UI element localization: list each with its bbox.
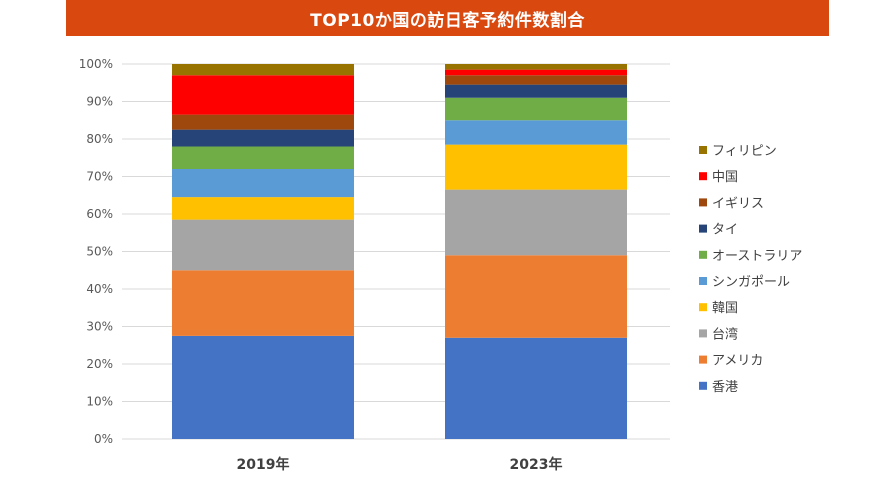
legend-swatch: [699, 329, 707, 338]
legend-swatch: [699, 198, 707, 207]
bar-segment: [172, 335, 354, 439]
bar-segment: [172, 64, 354, 76]
legend-label: 中国: [712, 170, 738, 185]
bar-segment: [172, 270, 354, 336]
y-tick-label: 80%: [86, 132, 113, 146]
legend-swatch: [699, 277, 707, 285]
bar-segment: [445, 255, 627, 338]
y-tick-label: 60%: [86, 207, 113, 221]
y-tick-label: 100%: [79, 57, 113, 71]
y-tick-label: 0%: [94, 432, 113, 446]
x-category-label: 2023年: [510, 456, 563, 473]
bar-segment: [172, 219, 354, 271]
bar-segment: [445, 144, 627, 190]
x-category-label: 2019年: [237, 456, 290, 473]
bar-segment: [172, 146, 354, 169]
bar-segment: [445, 64, 627, 70]
legend-label: シンガポール: [712, 275, 790, 290]
chart-title-bar: TOP10か国の訪日客予約件数割合: [66, 0, 829, 36]
legend-swatch: [699, 146, 707, 154]
legend-swatch: [699, 381, 707, 390]
legend-swatch: [699, 224, 707, 233]
legend-swatch: [699, 355, 707, 364]
y-tick-label: 50%: [86, 245, 113, 259]
y-tick-label: 70%: [86, 170, 113, 184]
bar-segment: [172, 75, 354, 115]
y-tick-label: 90%: [86, 95, 113, 109]
legend-label: 韓国: [712, 301, 738, 316]
bar-segment: [172, 114, 354, 130]
x-axis: 2019年 2023年: [237, 456, 563, 473]
bars: [172, 64, 627, 439]
bar-segment: [172, 169, 354, 198]
y-tick-label: 40%: [86, 282, 113, 296]
legend-label: オーストラリア: [712, 249, 802, 264]
legend-swatch: [699, 303, 707, 312]
y-tick-label: 20%: [86, 357, 113, 371]
legend-label: アメリカ: [712, 354, 763, 369]
legend-label: フィリピン: [712, 144, 777, 159]
legend-label: タイ: [712, 223, 738, 238]
chart-title: TOP10か国の訪日客予約件数割合: [310, 10, 585, 31]
bar-segment: [445, 337, 627, 439]
legend-label: 香港: [712, 380, 738, 395]
y-tick-label: 10%: [86, 395, 113, 409]
bar-segment: [445, 69, 627, 76]
bar-segment: [172, 197, 354, 220]
bar-segment: [172, 129, 354, 147]
legend-label: イギリス: [712, 196, 764, 211]
bar-segment: [445, 75, 627, 85]
legend-label: 台湾: [712, 326, 738, 342]
legend-swatch: [699, 250, 707, 259]
legend-swatch: [699, 172, 707, 181]
bar-segment: [445, 97, 627, 121]
bar-segment: [445, 189, 627, 256]
bar-segment: [445, 120, 627, 145]
bar-segment: [445, 84, 627, 98]
y-axis: 0% 10% 20% 30% 40% 50% 60% 70% 80% 90% 100%: [79, 57, 113, 446]
y-tick-label: 30%: [86, 320, 113, 334]
